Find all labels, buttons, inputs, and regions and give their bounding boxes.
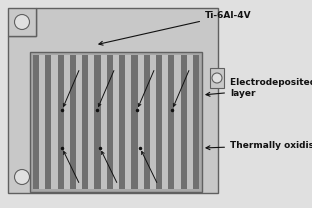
Bar	[39, 55, 45, 189]
Bar	[30, 52, 202, 192]
Bar	[107, 55, 113, 189]
Bar	[174, 55, 181, 189]
Bar	[168, 55, 174, 189]
Bar	[51, 55, 58, 189]
Bar	[45, 55, 51, 189]
Bar	[58, 55, 64, 189]
Polygon shape	[8, 8, 218, 193]
Bar	[210, 68, 224, 88]
Bar	[82, 55, 88, 189]
Bar	[76, 55, 82, 189]
Bar	[119, 55, 125, 189]
Bar	[113, 55, 119, 189]
Bar	[95, 55, 101, 189]
Bar	[33, 55, 39, 189]
Bar	[88, 55, 95, 189]
Bar	[187, 55, 193, 189]
Text: Electrodeposited Pt
layer: Electrodeposited Pt layer	[206, 78, 312, 98]
Bar	[181, 55, 187, 189]
Text: Ti-6Al-4V: Ti-6Al-4V	[99, 10, 251, 45]
Bar	[125, 55, 131, 189]
Bar	[162, 55, 168, 189]
Bar	[131, 55, 138, 189]
Bar	[193, 55, 199, 189]
Bar	[156, 55, 162, 189]
Bar	[150, 55, 156, 189]
Bar	[138, 55, 144, 189]
Circle shape	[14, 170, 30, 184]
Bar	[144, 55, 150, 189]
Text: Thermally oxidised TiO₂: Thermally oxidised TiO₂	[206, 140, 312, 150]
Circle shape	[212, 73, 222, 83]
Bar	[101, 55, 107, 189]
Bar	[70, 55, 76, 189]
Bar	[64, 55, 70, 189]
Circle shape	[14, 15, 30, 30]
Polygon shape	[8, 8, 36, 36]
